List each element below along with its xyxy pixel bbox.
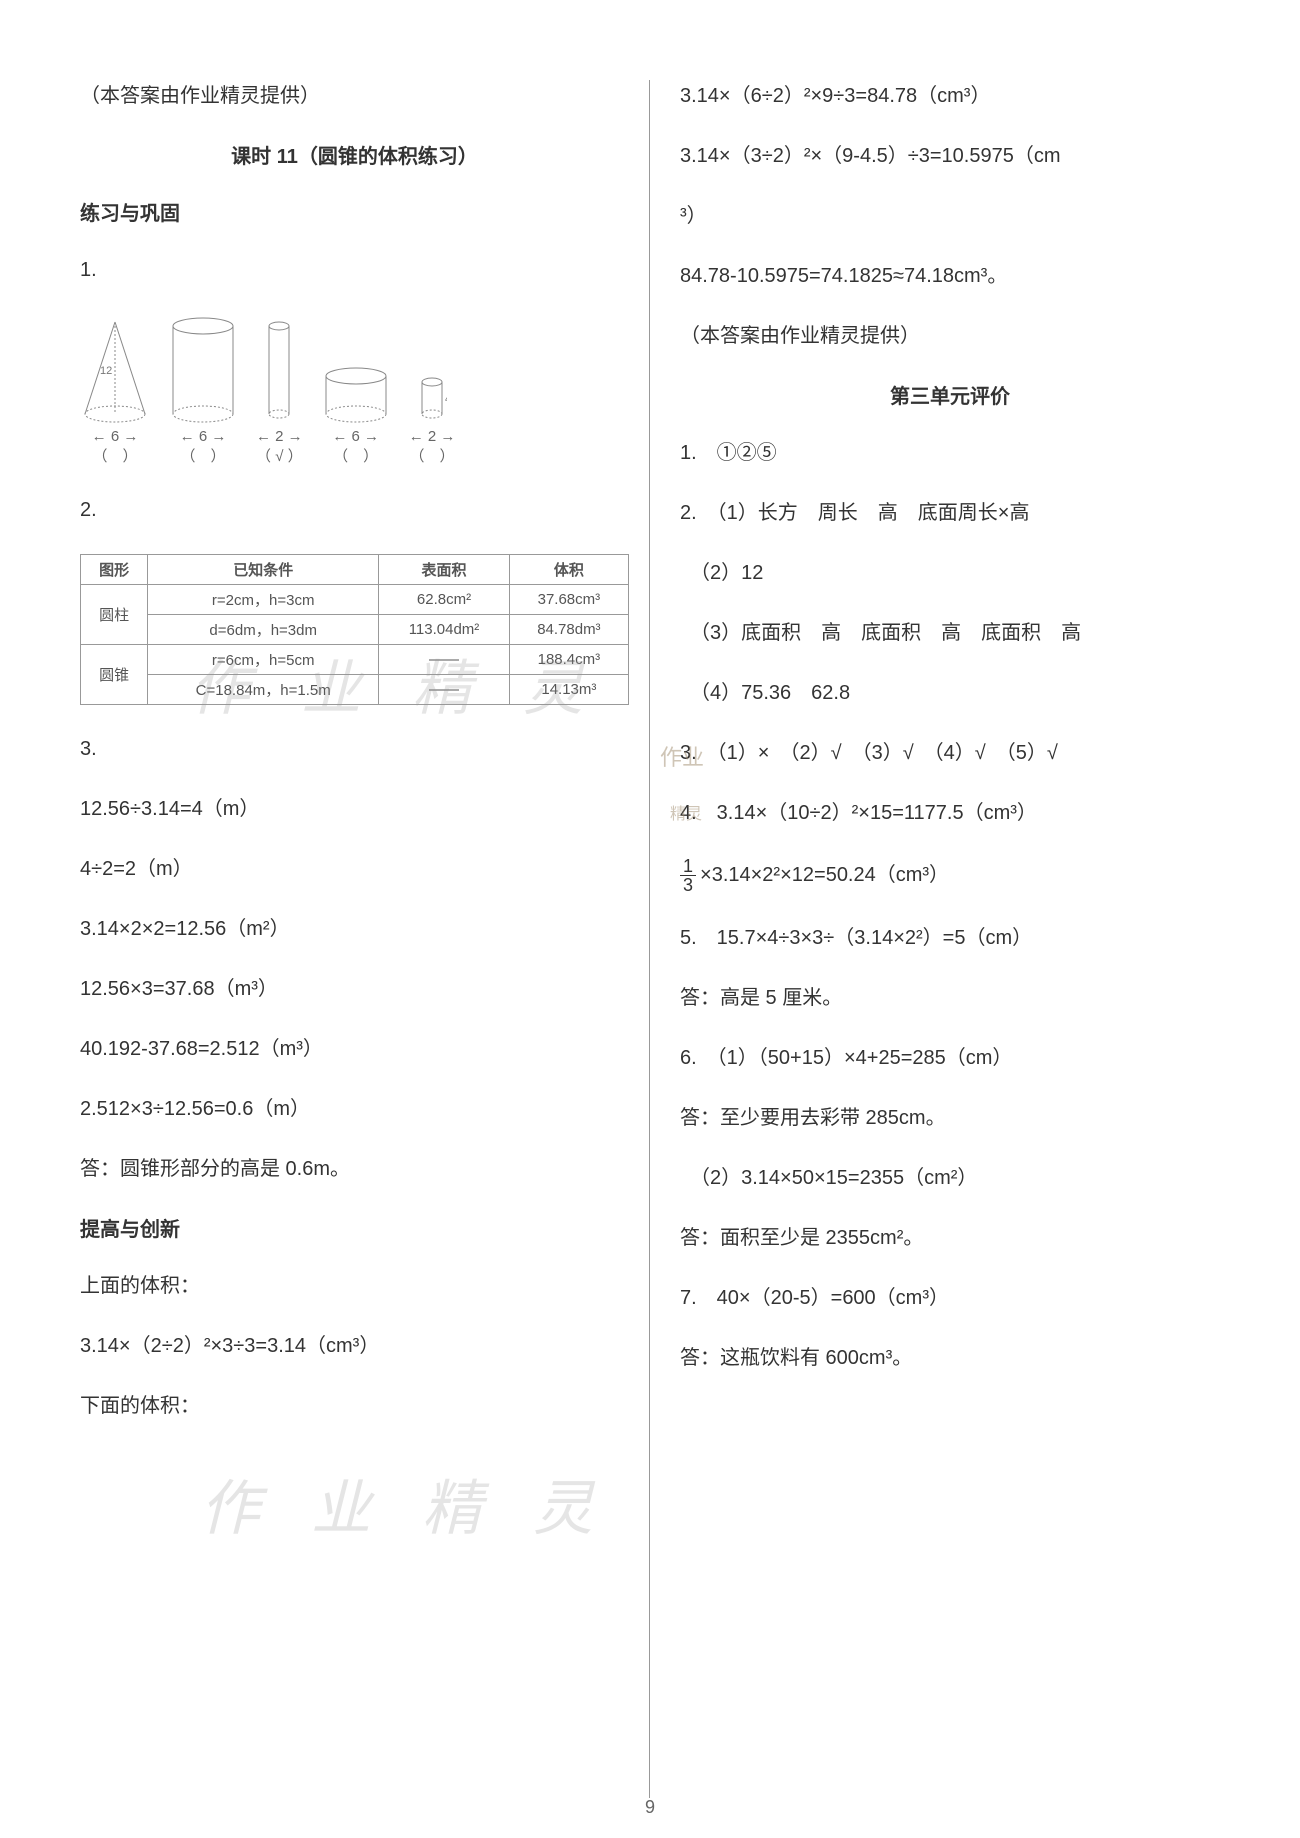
- q3-label: 3.: [80, 733, 629, 765]
- fraction: 1 3: [680, 857, 696, 894]
- lesson-title: 课时 11（圆锥的体积练习）: [80, 140, 629, 169]
- cylinder-tiny-icon: 4: [417, 374, 447, 424]
- table-cell: 37.68cm³: [509, 585, 628, 615]
- answer-mark-correct: （ √ ）: [256, 445, 303, 466]
- table-header-row: 图形 已知条件 表面积 体积: [81, 555, 629, 585]
- svg-text:12: 12: [100, 365, 112, 377]
- dim-label: 2: [428, 428, 436, 445]
- text-line: 下面的体积：: [80, 1390, 629, 1422]
- calc-line: 12.56÷3.14=4（m）: [80, 793, 629, 825]
- dim-label: 6: [352, 428, 360, 445]
- table-cell: r=2cm，h=3cm: [148, 585, 379, 615]
- calc-line: 2.512×3÷12.56=0.6（m）: [80, 1093, 629, 1125]
- answer-line: （4）75.36 62.8: [680, 677, 1220, 709]
- calc-line: 84.78-10.5975=74.1825≈74.18cm³。: [680, 260, 1220, 292]
- page-number: 9: [645, 1797, 655, 1818]
- answer-line: （3）底面积 高 底面积 高 底面积 高: [680, 617, 1220, 649]
- table-row: C=18.84m，h=1.5m —— 14.13m³: [81, 675, 629, 705]
- table-cell: ——: [379, 675, 510, 705]
- cylinder-short-icon: [321, 364, 391, 424]
- answer-mark: （ ）: [168, 445, 238, 466]
- table-header: 已知条件: [148, 555, 379, 585]
- fraction-numerator: 1: [680, 857, 696, 876]
- right-column: 3.14×（6÷2）²×9÷3=84.78（cm³） 3.14×（3÷2）²×（…: [650, 80, 1240, 1798]
- table-header: 表面积: [379, 555, 510, 585]
- text-line: 上面的体积：: [80, 1270, 629, 1302]
- shape-cylinder-tiny: 4 ← 2 → （ ）: [409, 374, 456, 466]
- shape-cylinder: ← 6 → （ ）: [168, 314, 238, 466]
- answer-mark: （ ）: [321, 445, 391, 466]
- answer-line: 1. ①②⑤: [680, 437, 1220, 469]
- provider-note: （本答案由作业精灵提供）: [80, 80, 629, 112]
- cylinder-icon: [168, 314, 238, 424]
- section-practice: 练习与巩固: [80, 197, 629, 226]
- dim-label: 2: [275, 428, 283, 445]
- calc-line: 4. 3.14×（10÷2）²×15=1177.5（cm³）: [680, 797, 1220, 829]
- annotation-text: 精灵: [670, 800, 702, 824]
- svg-text:4: 4: [445, 394, 447, 405]
- answer-line: 3. （1）× （2）√ （3）√ （4）√ （5）√: [680, 737, 1220, 769]
- calc-line: 3.14×2×2=12.56（m²）: [80, 913, 629, 945]
- answer-line: 答：这瓶饮料有 600cm³。: [680, 1342, 1220, 1374]
- dim-label: 6: [199, 428, 207, 445]
- table-cell: 圆柱: [81, 585, 148, 645]
- calc-line: 12.56×3=37.68（m³）: [80, 973, 629, 1005]
- cone-icon: 12: [80, 314, 150, 424]
- calc-line: ³）: [680, 200, 1220, 232]
- q1-label: 1.: [80, 254, 629, 286]
- shape-cylinder-short: ← 6 → （ ）: [321, 364, 391, 466]
- answer-line: 答：圆锥形部分的高是 0.6m。: [80, 1153, 629, 1185]
- table-row: 圆锥 r=6cm，h=5cm —— 188.4cm³: [81, 645, 629, 675]
- shape-cylinder-narrow: ← 2 → （ √ ）: [256, 314, 303, 466]
- provider-note: （本答案由作业精灵提供）: [680, 320, 1220, 352]
- calc-line: 5. 15.7×4÷3×3÷（3.14×2²）=5（cm）: [680, 922, 1220, 954]
- answer-mark: （ ）: [409, 445, 456, 466]
- answer-line: 2. （1）长方 周长 高 底面周长×高: [680, 497, 1220, 529]
- table-row: 圆柱 r=2cm，h=3cm 62.8cm² 37.68cm³: [81, 585, 629, 615]
- table-cell: r=6cm，h=5cm: [148, 645, 379, 675]
- dim-label: 6: [111, 428, 119, 445]
- answer-line: （2）12: [680, 557, 1220, 589]
- answer-line: 答：面积至少是 2355cm²。: [680, 1222, 1220, 1254]
- table-cell: 84.78dm³: [509, 615, 628, 645]
- table-cell: 14.13m³: [509, 675, 628, 705]
- table-cell: C=18.84m，h=1.5m: [148, 675, 379, 705]
- table-cell: 圆锥: [81, 645, 148, 705]
- calc-line: （2）3.14×50×15=2355（cm²）: [680, 1162, 1220, 1194]
- unit-title: 第三单元评价: [680, 380, 1220, 409]
- table-row: d=6dm，h=3dm 113.04dm² 84.78dm³: [81, 615, 629, 645]
- table-cell: d=6dm，h=3dm: [148, 615, 379, 645]
- calc-line: 1 3 ×3.14×2²×12=50.24（cm³）: [680, 857, 1220, 894]
- q2-label: 2.: [80, 494, 629, 526]
- calc-line: 7. 40×（20-5）=600（cm³）: [680, 1282, 1220, 1314]
- table-header: 体积: [509, 555, 628, 585]
- table-cell: 188.4cm³: [509, 645, 628, 675]
- shapes-figure: 12 ← 6 → （ ） ← 6 → （ ）: [80, 314, 629, 466]
- calc-line: 3.14×（2÷2）²×3÷3=3.14（cm³）: [80, 1330, 629, 1362]
- answer-mark: （ ）: [80, 445, 150, 466]
- table-cell: 62.8cm²: [379, 585, 510, 615]
- calc-text: ×3.14×2²×12=50.24（cm³）: [700, 864, 949, 886]
- left-column: （本答案由作业精灵提供） 课时 11（圆锥的体积练习） 练习与巩固 1. 12 …: [60, 80, 650, 1798]
- cylinder-narrow-icon: [264, 314, 294, 424]
- table-cell: 113.04dm²: [379, 615, 510, 645]
- data-table: 图形 已知条件 表面积 体积 圆柱 r=2cm，h=3cm 62.8cm² 37…: [80, 554, 629, 705]
- calc-line: 3.14×（3÷2）²×（9-4.5）÷3=10.5975（cm: [680, 140, 1220, 172]
- calc-line: 4÷2=2（m）: [80, 853, 629, 885]
- calc-line: 40.192-37.68=2.512（m³）: [80, 1033, 629, 1065]
- shape-cone: 12 ← 6 → （ ）: [80, 314, 150, 466]
- answer-line: 答：高是 5 厘米。: [680, 982, 1220, 1014]
- annotation-text: 作业: [660, 740, 704, 772]
- calc-line: 6. （1）（50+15）×4+25=285（cm）: [680, 1042, 1220, 1074]
- table-header: 图形: [81, 555, 148, 585]
- fraction-denominator: 3: [680, 876, 696, 894]
- answer-line: 答：至少要用去彩带 285cm。: [680, 1102, 1220, 1134]
- calc-line: 3.14×（6÷2）²×9÷3=84.78（cm³）: [680, 80, 1220, 112]
- table-cell: ——: [379, 645, 510, 675]
- section-improve: 提高与创新: [80, 1213, 629, 1242]
